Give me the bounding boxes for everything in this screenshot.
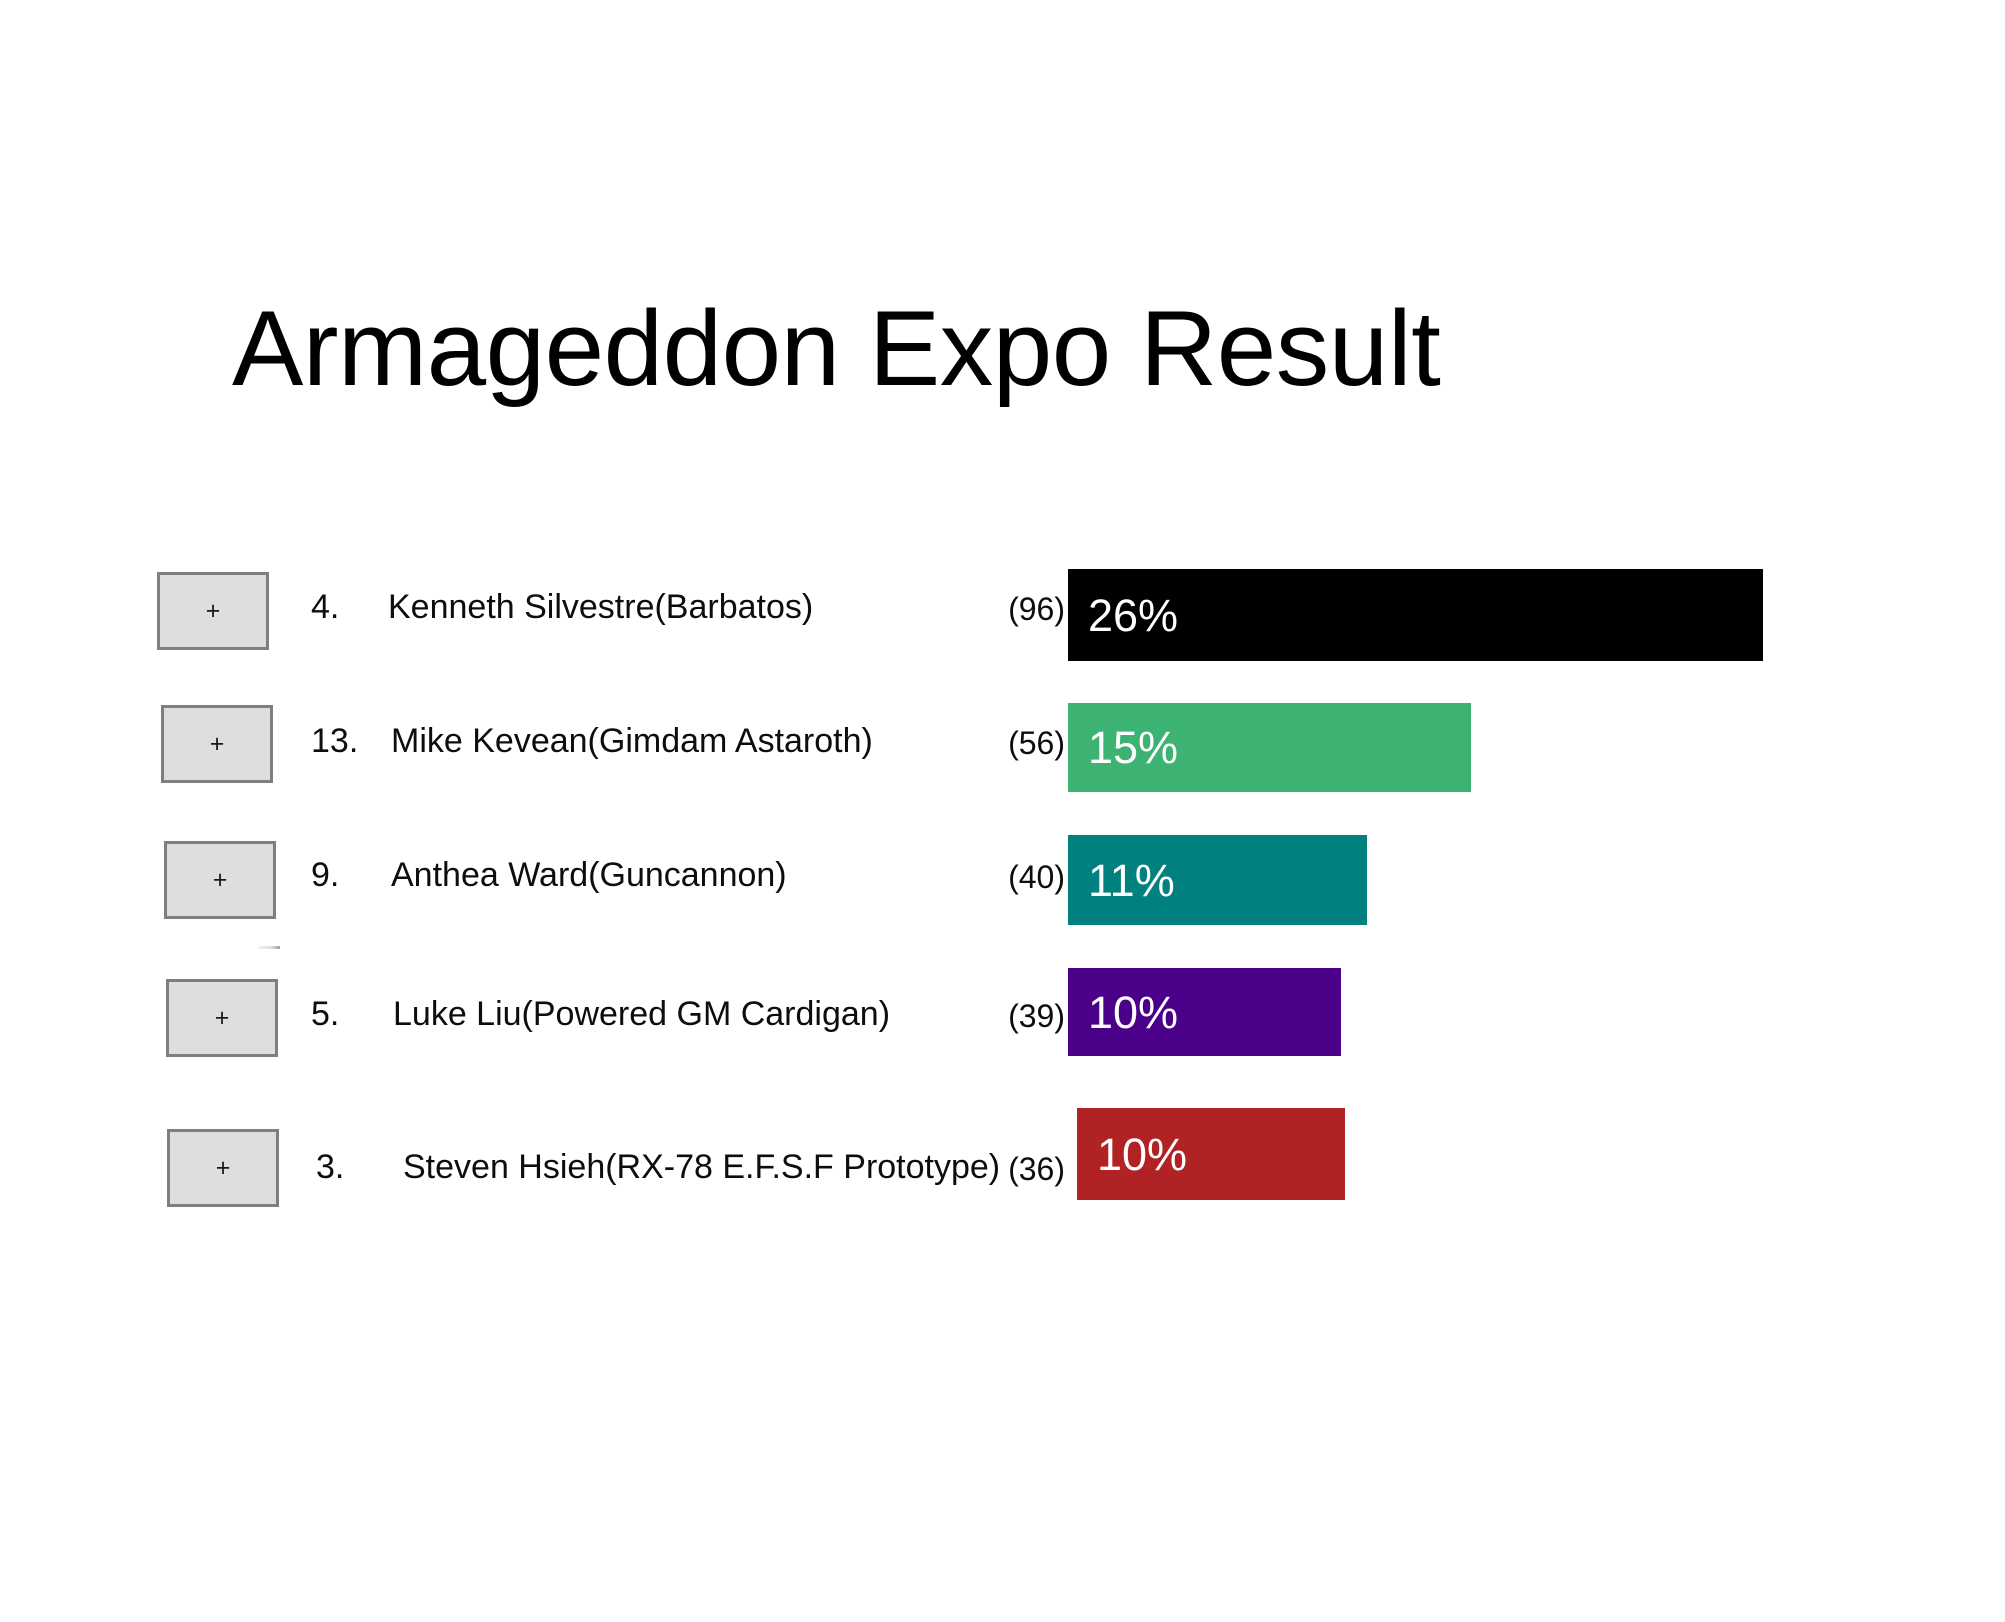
picture-placeholder[interactable]: + (166, 979, 278, 1057)
vote-count: (36) (1008, 1151, 1065, 1187)
entrant-name: Luke Liu(Powered GM Cardigan) (393, 995, 891, 1033)
stray-artifact (258, 946, 280, 949)
plus-icon: + (212, 865, 228, 894)
bar-value-label: 26% (1088, 589, 1179, 641)
picture-placeholder[interactable]: + (161, 705, 273, 783)
plus-icon: + (215, 1153, 231, 1182)
vote-count: (56) (1008, 725, 1065, 761)
bar-segment: 26% (1068, 569, 1763, 661)
plus-icon: + (205, 596, 221, 625)
rank-label: 4. (311, 588, 340, 626)
entrant-name: Steven Hsieh(RX-78 E.F.S.F Prototype) (403, 1148, 1001, 1186)
vote-count: (96) (1008, 591, 1065, 627)
bar-value-label: 10% (1088, 986, 1179, 1038)
entrant-name: Anthea Ward(Guncannon) (391, 856, 787, 894)
rank-label: 9. (311, 856, 340, 894)
rank-label: 13. (311, 722, 359, 760)
bar-segment: 11% (1068, 835, 1367, 925)
picture-placeholder[interactable]: + (164, 841, 276, 919)
page-title: Armageddon Expo Result (232, 288, 1441, 408)
bar-segment: 15% (1068, 703, 1471, 792)
rank-label: 3. (316, 1148, 345, 1186)
bar-value-label: 11% (1088, 854, 1175, 906)
entrant-name: Mike Kevean(Gimdam Astaroth) (391, 722, 873, 760)
picture-placeholder[interactable]: + (167, 1129, 279, 1207)
bar-value-label: 10% (1097, 1128, 1188, 1180)
bar-value-label: 15% (1088, 722, 1179, 773)
plus-icon: + (214, 1003, 230, 1032)
entrant-name: Kenneth Silvestre(Barbatos) (388, 588, 814, 626)
bar-segment: 10% (1068, 968, 1341, 1056)
rank-label: 5. (311, 995, 340, 1033)
plus-icon: + (209, 729, 225, 758)
vote-count: (40) (1008, 859, 1065, 895)
vote-count: (39) (1008, 998, 1065, 1034)
bar-segment: 10% (1077, 1108, 1345, 1200)
picture-placeholder[interactable]: + (157, 572, 269, 650)
